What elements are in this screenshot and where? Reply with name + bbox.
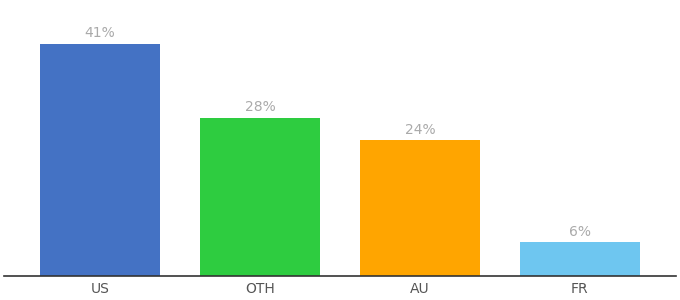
Text: 41%: 41% [85,26,116,40]
Text: 6%: 6% [569,225,591,239]
Bar [360,140,480,276]
Bar [40,44,160,276]
Text: 28%: 28% [245,100,275,114]
Bar [520,242,640,276]
Text: 24%: 24% [405,123,435,137]
Bar [200,118,320,276]
